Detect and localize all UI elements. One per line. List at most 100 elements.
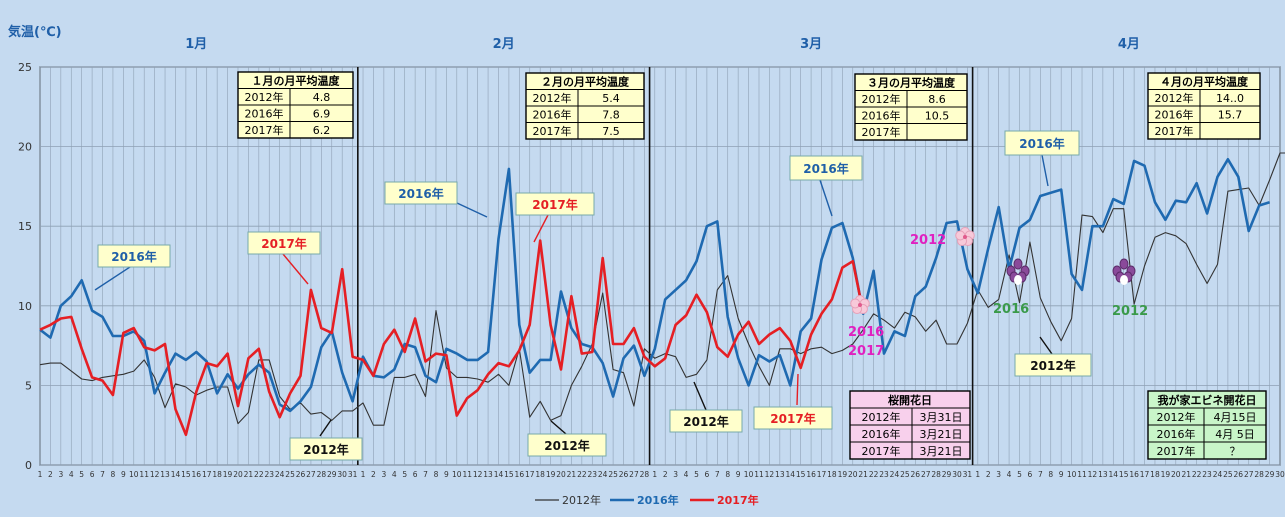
x-tick-label: 11 [139,470,149,479]
x-tick-label: 17 [525,470,535,479]
x-tick-label: 5 [694,470,699,479]
x-tick-label: 12 [1088,470,1098,479]
x-tick-label: 11 [754,470,764,479]
x-tick-label: 22 [254,470,264,479]
x-tick-label: 9 [736,470,741,479]
x-tick-label: 6 [90,470,95,479]
table-cell: 2016年 [1157,427,1196,441]
x-tick-label: 9 [1059,470,1064,479]
x-tick-label: 24 [275,470,285,479]
month-dividers [357,67,974,465]
callout-arrow [550,420,567,435]
annotations: 2016年 2017年 2012年 2016年 2017年 2012年 2012年 2016年… [94,130,1148,461]
table-cell: 7.8 [602,109,620,122]
x-tick-label: 15 [181,470,191,479]
table-cell: 2016年 [862,427,901,441]
x-tick-label: 24 [598,470,608,479]
month-label: 3月 [800,37,822,52]
callout-arrow [282,253,309,285]
x-tick-label: 11 [1077,470,1087,479]
callout-label: 2017年 [261,236,306,251]
x-tick-label: 20 [233,470,243,479]
x-tick-label: 2 [663,470,668,479]
x-tick-label: 1 [361,470,366,479]
x-tick-label: 24 [1213,470,1223,479]
callout-box [97,244,171,268]
x-tick-label: 14 [494,470,504,479]
x-tick-label: 27 [921,470,931,479]
table-cell: 3月21日 [920,428,963,441]
x-tick-label: 25 [900,470,910,479]
x-tick-label: 27 [1244,470,1254,479]
table-cell: 3月21日 [920,445,963,458]
x-tick-label: 10 [1067,470,1077,479]
table-title: ２月の月平均温度 [541,75,630,89]
x-tick-label: 23 [264,470,274,479]
x-tick-label: 13 [1098,470,1108,479]
table-cell: 2012年 [862,92,901,106]
x-tick-label: 20 [1171,470,1181,479]
x-tick-label: 9 [121,470,126,479]
x-tick-label: 22 [577,470,587,479]
x-tick-label: 19 [838,470,848,479]
x-tick-label: 23 [879,470,889,479]
callout-arrow [819,179,833,217]
x-tick-label: 17 [202,470,212,479]
x-tick-label: 3 [673,470,678,479]
callout-label: 2017年 [532,197,577,212]
x-tick-label: 6 [413,470,418,479]
series-line-2012 [39,152,1285,426]
table-cell: 2012年 [533,91,572,105]
x-tick-label: 1 [975,470,980,479]
callout-arrow [796,373,799,406]
table-cell: 2017年 [1157,444,1196,458]
table-cell: 2017年 [862,444,901,458]
callout-label: 2012年 [303,442,348,457]
x-tick-label: 18 [212,470,222,479]
x-tick-label: 15 [1119,470,1129,479]
x-tick-label: 8 [111,470,116,479]
table-title: １月の月平均温度 [252,74,341,88]
x-tick-label: 10 [452,470,462,479]
sakura-2012-label: 2012 [910,233,946,248]
x-tick-label: 4 [1007,470,1012,479]
callout-box [1014,353,1092,377]
x-tick-label: 26 [1234,470,1244,479]
table-cell: 2017年 [533,124,572,138]
x-tick-label: 28 [317,470,327,479]
callout-box [789,155,863,181]
x-tick-label: 20 [556,470,566,479]
table-cell: 15.7 [1218,109,1243,122]
callout-arrow [1039,336,1053,355]
x-tick-label: 30 [1275,470,1285,479]
y-tick-label: 15 [18,220,32,233]
table-cell: 4月 5日 [1215,428,1255,441]
table-cell: 7.5 [602,125,620,138]
callout-arrow [319,419,332,437]
table-cell: 3月31日 [920,411,963,424]
x-tick-label: 6 [1028,470,1033,479]
x-tick-label: 21 [858,470,868,479]
ebine-2012-label: 2012 [1112,304,1148,319]
x-tick-label: 21 [1181,470,1191,479]
callout-box [669,409,743,433]
x-tick-label: 26 [911,470,921,479]
table-cell: 14..0 [1216,92,1244,105]
table-cell: 2017年 [862,125,901,139]
x-tick-label: 8 [725,470,730,479]
table-title: 桜開花日 [888,393,932,407]
x-tick-label: 2 [986,470,991,479]
monthly-average-table: １月の月平均温度 2012年 4.8 2016年 6.9 2017年 6.2 [237,71,354,139]
x-tick-label: 5 [79,470,84,479]
x-tick-label: 5 [1017,470,1022,479]
callout-arrow [94,266,131,291]
x-tick-label: 6 [705,470,710,479]
table-cell: 2012年 [245,90,284,104]
x-tick-label: 4 [392,470,397,479]
table-cell: 2012年 [862,410,901,424]
x-tick-label: 7 [715,470,720,479]
x-tick-label: 21 [244,470,254,479]
y-axis-label: 気温(℃) [8,24,62,40]
table-title: ４月の月平均温度 [1160,75,1249,89]
x-tick-label: 22 [869,470,879,479]
